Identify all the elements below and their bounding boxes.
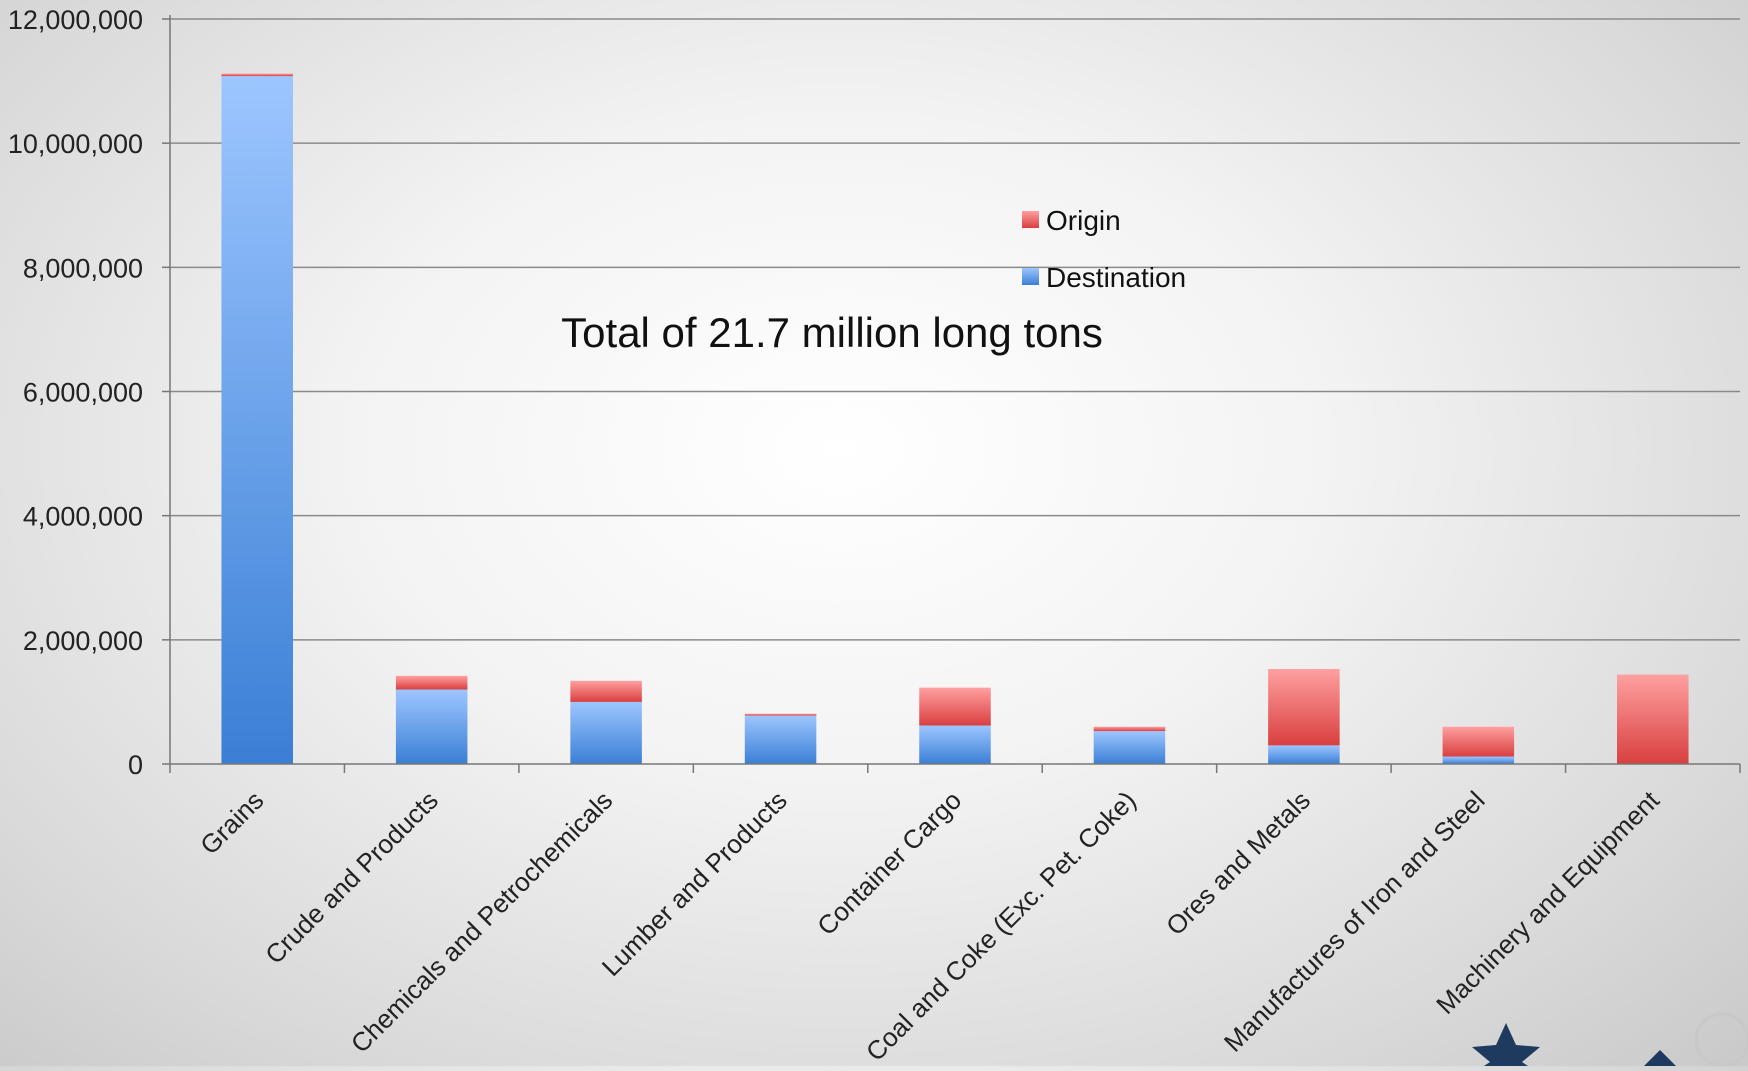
- bar-origin: [395, 675, 468, 690]
- bar-origin: [1093, 726, 1166, 732]
- bar-destination: [1268, 745, 1340, 764]
- y-tick-label: 6,000,000: [23, 378, 143, 408]
- bar-destination: [1093, 731, 1166, 764]
- x-tick-label: Crude and Products: [259, 785, 444, 970]
- legend-label: Destination: [1046, 262, 1186, 293]
- y-tick-label: 2,000,000: [23, 626, 143, 656]
- bar-origin: [1268, 669, 1340, 746]
- bar-origin: [1442, 726, 1515, 757]
- x-tick-label: Coal and Coke (Exc. Pet. Coke): [860, 785, 1142, 1066]
- gridlines: [170, 18, 1740, 641]
- y-tick-label: 10,000,000: [8, 129, 143, 159]
- x-tick-label: Lumber and Products: [596, 785, 793, 982]
- bar-origin: [570, 680, 642, 702]
- bar-destination: [570, 701, 642, 764]
- star-logo-icon: [1472, 1012, 1748, 1068]
- legend-swatch: [1022, 211, 1039, 228]
- y-tick-label: 4,000,000: [23, 502, 143, 532]
- chart-annotation: Total of 21.7 million long tons: [561, 309, 1103, 356]
- bar-origin: [919, 687, 991, 726]
- y-tick-label: 12,000,000: [8, 5, 143, 35]
- y-tick-label: 8,000,000: [23, 253, 143, 283]
- legend: Origin Destination: [1022, 205, 1186, 293]
- y-tick-label: 0: [128, 750, 143, 780]
- legend-swatch: [1022, 268, 1039, 285]
- x-tick-label: Container Cargo: [811, 785, 967, 941]
- bar-destination: [221, 76, 293, 764]
- bar-destination: [919, 725, 991, 764]
- x-tick-label: Ores and Metals: [1160, 785, 1316, 941]
- x-tick-label: Grains: [194, 785, 269, 860]
- bar-destination: [395, 689, 468, 764]
- axes: [162, 15, 1741, 773]
- legend-label: Origin: [1046, 205, 1121, 236]
- bar-origin: [1617, 674, 1689, 764]
- bar-destination: [744, 715, 817, 764]
- bar-origin: [744, 713, 817, 716]
- bar-destination: [1442, 756, 1515, 764]
- bar-origin: [221, 73, 293, 77]
- bars: [221, 73, 1689, 764]
